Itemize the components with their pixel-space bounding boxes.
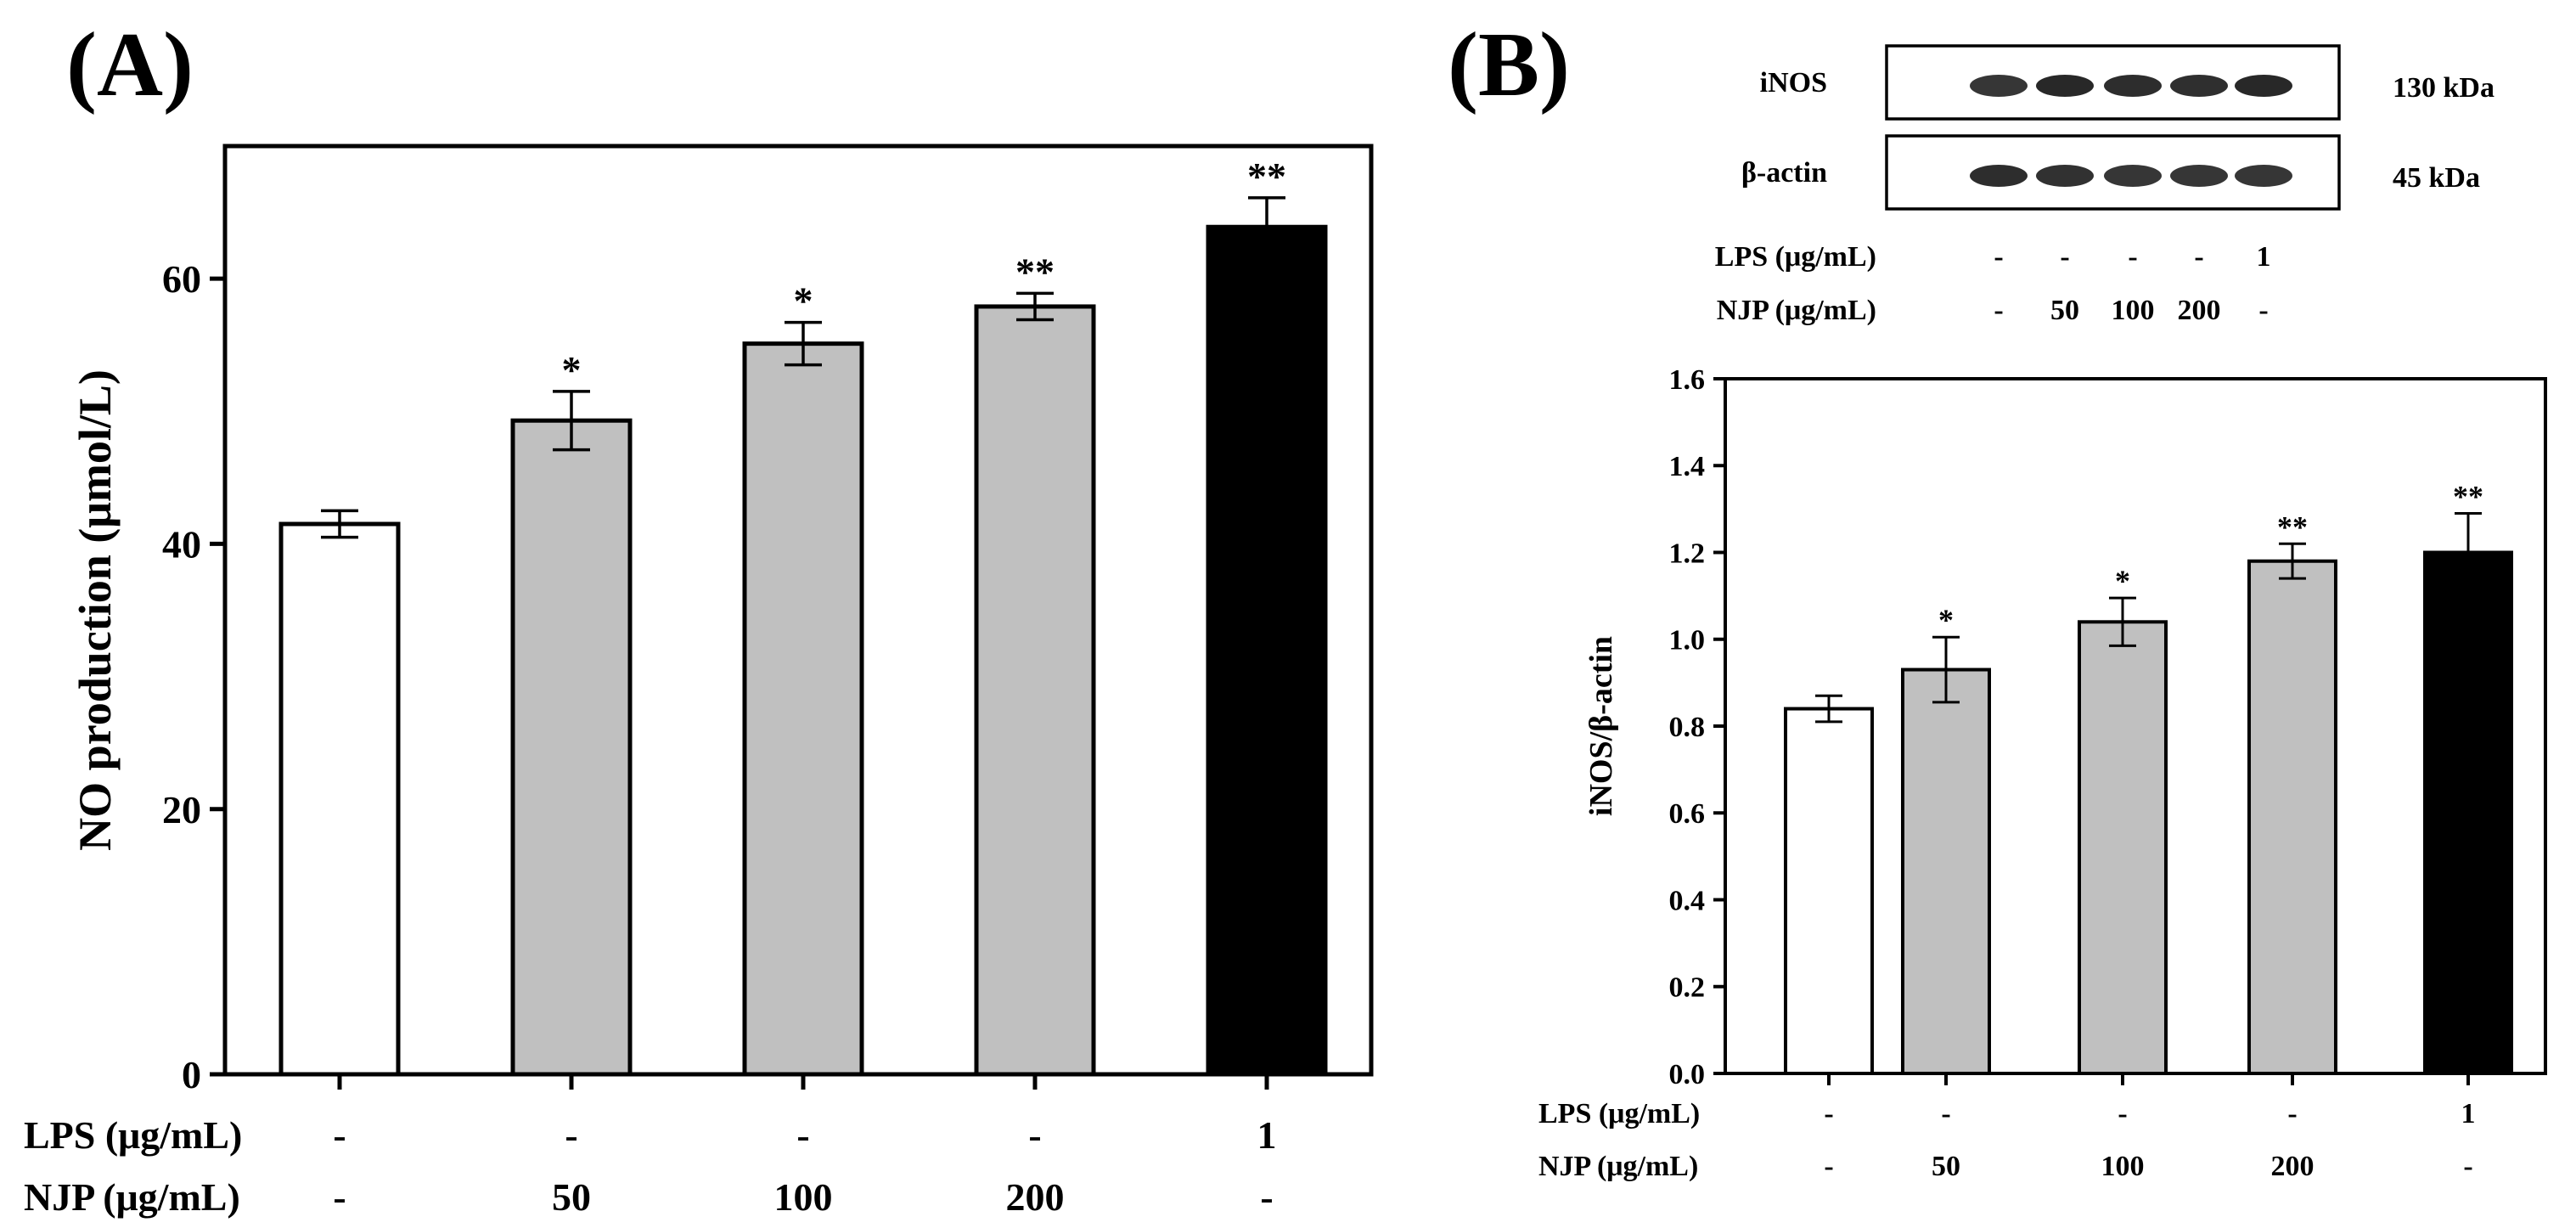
bar-lps-1 xyxy=(2423,550,2513,1075)
blot-protein-label: iNOS xyxy=(1760,67,1827,99)
blot-band xyxy=(2104,165,2162,187)
significance-marker: * xyxy=(2115,564,2130,598)
blot-band xyxy=(2170,165,2228,187)
treatment-row-label: NJP (μg/mL) xyxy=(1538,1151,1698,1182)
treatment-value: - xyxy=(1824,1098,1833,1129)
blot-band xyxy=(2036,75,2094,97)
treatment-value: - xyxy=(333,1175,346,1219)
blot-band xyxy=(1970,165,2028,187)
blot-treatment-value: 100 xyxy=(2112,295,2155,326)
y-tick-label: 40 xyxy=(162,523,201,566)
blot-treatment-value: 1 xyxy=(2257,241,2271,273)
blot-band xyxy=(1970,75,2028,97)
significance-marker: ** xyxy=(1015,250,1055,293)
bar-control xyxy=(278,521,401,1077)
y-tick-label: 1.2 xyxy=(1669,538,1706,569)
significance-marker: * xyxy=(794,279,813,323)
bar-njp-100 xyxy=(2078,620,2168,1075)
y-tick-label: 60 xyxy=(162,257,201,301)
western-blot: iNOS 130 kDa β-actin 45 kDa LPS (μg/mL) - - - - 1… xyxy=(1715,44,2494,326)
blot-band xyxy=(2235,75,2292,97)
bar-njp-50 xyxy=(510,418,633,1077)
y-tick-label: 0.8 xyxy=(1669,712,1706,743)
blot-band xyxy=(2104,75,2162,97)
y-tick-label: 1.4 xyxy=(1669,451,1706,482)
significance-marker: ** xyxy=(2277,510,2308,544)
panel-b-label: (B) xyxy=(1448,14,1570,115)
blot-treatment-value: - xyxy=(1994,241,2003,273)
blot-kda-label: 45 kDa xyxy=(2393,162,2480,194)
y-tick-label: 1.6 xyxy=(1669,364,1706,396)
y-axis-label: iNOS/β-actin xyxy=(1583,636,1619,816)
blot-protein-label: β-actin xyxy=(1741,157,1827,189)
significance-marker: ** xyxy=(2453,479,2483,513)
treatment-value: 1 xyxy=(1257,1113,1277,1157)
y-tick-label: 20 xyxy=(162,788,201,831)
treatment-value: 100 xyxy=(2101,1151,2145,1182)
y-axis-label: NO production (μmol/L) xyxy=(70,369,121,851)
y-tick-label: 0.4 xyxy=(1669,885,1706,916)
blot-treatment-value: - xyxy=(2128,241,2137,273)
significance-marker: * xyxy=(562,348,582,391)
bar-njp-200 xyxy=(974,304,1096,1077)
bar-njp-200 xyxy=(2247,559,2337,1075)
chart-b: 0.0 0.2 0.4 0.6 0.8 1.0 1.2 1.4 1.6 iNOS/β-actin *… xyxy=(1538,364,2547,1182)
treatment-row-label: NJP (μg/mL) xyxy=(24,1175,240,1219)
blot-treatment-value: - xyxy=(2258,295,2268,326)
y-tick-label: 1.0 xyxy=(1669,625,1706,656)
treatment-value: - xyxy=(2287,1098,2297,1129)
treatment-value: - xyxy=(565,1113,577,1157)
blot-kda-label: 130 kDa xyxy=(2393,72,2494,104)
blot-band xyxy=(2235,165,2292,187)
significance-marker: ** xyxy=(1247,155,1286,198)
y-tick-label: 0 xyxy=(182,1053,201,1096)
bar-njp-100 xyxy=(742,341,864,1077)
panel-a-label: (A) xyxy=(66,14,194,115)
blot-treatment-value: 200 xyxy=(2178,295,2221,326)
treatment-value: 50 xyxy=(1932,1151,1960,1182)
bar-njp-50 xyxy=(1901,668,1991,1075)
treatment-value: - xyxy=(2118,1098,2127,1129)
treatment-value: 1 xyxy=(2461,1098,2476,1129)
treatment-value: 50 xyxy=(552,1175,591,1219)
blot-treatment-label: LPS (μg/mL) xyxy=(1715,241,1876,273)
treatment-value: - xyxy=(1028,1113,1041,1157)
blot-treatment-value: - xyxy=(2194,241,2203,273)
treatment-value: - xyxy=(796,1113,809,1157)
significance-marker: * xyxy=(1938,603,1954,637)
treatment-value: - xyxy=(1260,1175,1273,1219)
treatment-value: - xyxy=(1824,1151,1833,1182)
treatment-value: 100 xyxy=(774,1175,833,1219)
blot-band xyxy=(2036,165,2094,187)
blot-band xyxy=(2170,75,2228,97)
treatment-value: - xyxy=(2463,1151,2472,1182)
bar-lps-1 xyxy=(1206,224,1328,1077)
treatment-value: - xyxy=(1941,1098,1950,1129)
treatment-value: 200 xyxy=(2271,1151,2314,1182)
blot-treatment-value: - xyxy=(1994,295,2003,326)
blot-treatment-label: NJP (μg/mL) xyxy=(1717,295,1876,326)
y-tick-label: 0.0 xyxy=(1669,1059,1706,1090)
treatment-row-label: LPS (μg/mL) xyxy=(24,1113,242,1157)
blot-treatment-value: 50 xyxy=(2050,295,2079,326)
y-tick-label: 0.2 xyxy=(1669,972,1706,1004)
treatment-row-label: LPS (μg/mL) xyxy=(1538,1098,1700,1129)
treatment-value: 200 xyxy=(1006,1175,1065,1219)
blot-treatment-value: - xyxy=(2060,241,2069,273)
y-tick-label: 0.6 xyxy=(1669,798,1706,830)
treatment-value: - xyxy=(333,1113,346,1157)
bar-control xyxy=(1784,707,1874,1075)
